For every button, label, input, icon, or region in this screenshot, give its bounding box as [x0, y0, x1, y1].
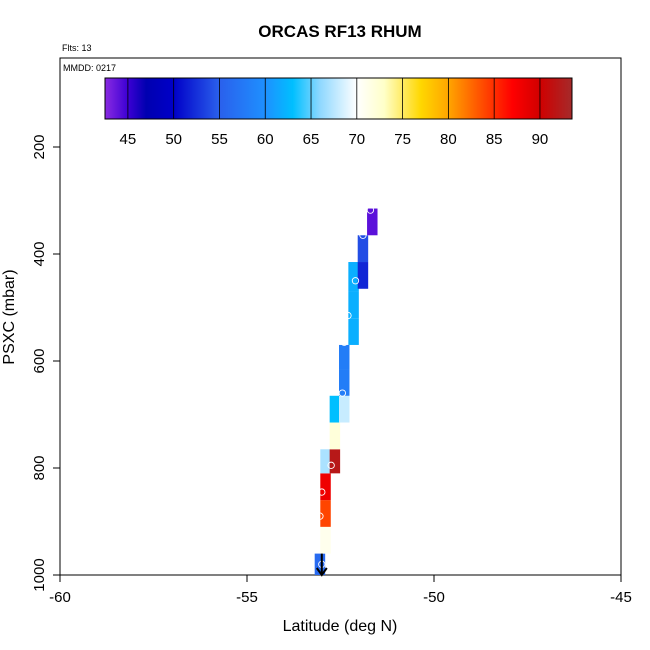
flight-track [315, 206, 375, 577]
y-axis: 200 400 600 800 1000 [31, 134, 60, 592]
colorbar-tick-label: 90 [532, 131, 549, 148]
data-cell [314, 553, 326, 575]
data-cell [320, 500, 331, 527]
data-cell [329, 449, 341, 474]
colorbar [104, 77, 573, 120]
flights-label: Flts: 13 [62, 43, 92, 53]
colorbar-tick-label: 80 [440, 131, 457, 148]
y-tick-label: 1000 [31, 558, 48, 591]
y-tick-label: 200 [31, 134, 48, 159]
track-point [318, 488, 326, 496]
data-cell [329, 395, 341, 423]
data-cell [339, 369, 350, 396]
colorbar-tick-label: 70 [348, 131, 365, 148]
data-cells [314, 208, 378, 575]
track-point [344, 311, 352, 320]
colorbar-tick-label: 60 [257, 131, 274, 148]
direction-arrow-head [315, 567, 328, 577]
track-point [316, 512, 324, 520]
track-point [351, 277, 360, 285]
colorbar-tick-label: 50 [165, 131, 182, 148]
colorbar-tick-label: 55 [211, 131, 228, 148]
track-point [340, 338, 348, 346]
colorbar-ticks: 45 50 55 60 65 70 75 80 85 90 [120, 78, 549, 148]
track-point [366, 206, 375, 214]
plot-frame [59, 57, 622, 576]
x-axis-label: Latitude (deg N) [283, 618, 398, 635]
x-tick-label: -60 [49, 589, 71, 606]
y-tick-label: 800 [31, 455, 48, 480]
track-point [338, 389, 347, 397]
data-cell [339, 395, 350, 423]
colorbar-tick-label: 65 [303, 131, 320, 148]
data-cell [320, 526, 331, 554]
data-cell [357, 235, 369, 263]
data-cell [320, 449, 331, 474]
x-axis: -60 -55 -50 -45 [49, 575, 632, 606]
data-cell [357, 262, 369, 289]
data-cell [367, 208, 378, 236]
data-cell [320, 473, 331, 501]
data-cell [329, 422, 341, 450]
y-axis-label: PSXC (mbar) [1, 269, 18, 364]
y-tick-label: 400 [31, 241, 48, 266]
colorbar-tick-label: 85 [486, 131, 503, 148]
data-cell [348, 291, 359, 319]
track-point [359, 231, 367, 239]
y-tick-label: 600 [31, 348, 48, 373]
data-cell [339, 344, 350, 370]
x-tick-label: -55 [236, 589, 258, 606]
colorbar-tick-label: 45 [120, 131, 137, 148]
x-tick-label: -50 [423, 589, 445, 606]
x-tick-label: -45 [610, 589, 632, 606]
data-cell [348, 318, 359, 345]
date-label: MMDD: 0217 [63, 63, 116, 73]
track-point [327, 461, 335, 469]
data-cell [348, 262, 359, 292]
chart-title: ORCAS RF13 RHUM [258, 22, 421, 41]
colorbar-tick-label: 75 [394, 131, 411, 148]
